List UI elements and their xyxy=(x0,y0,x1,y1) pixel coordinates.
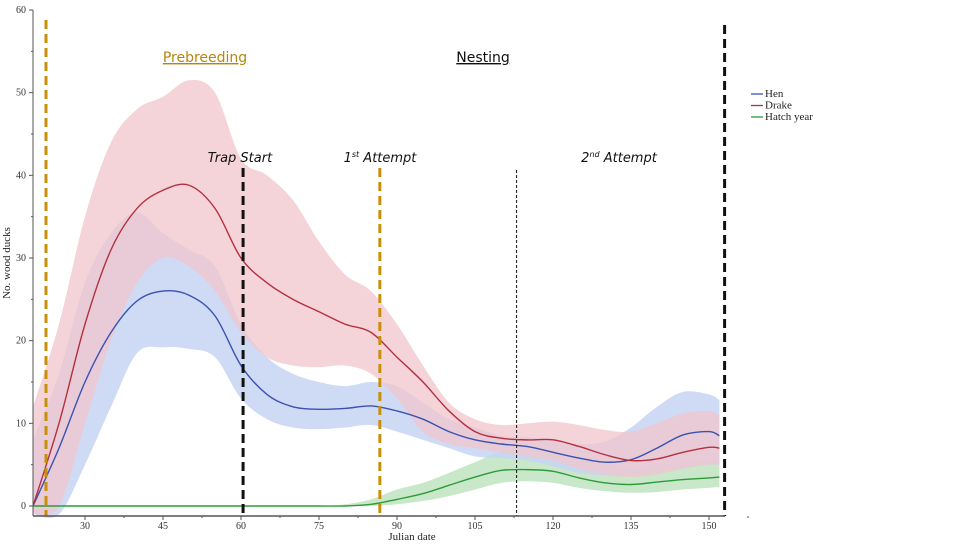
event-lines xyxy=(44,20,727,516)
legend-label: Hen xyxy=(765,88,784,100)
axes: 0 10 20 30 40 50 60 30 45 60 75 90 105 120 135 150 xyxy=(16,5,749,532)
line-hen xyxy=(32,290,720,507)
y-tick-label: 20 xyxy=(16,336,26,347)
y-tick-label: 40 xyxy=(16,170,26,181)
x-tick-label: 135 xyxy=(624,521,639,532)
y-tick-label: 10 xyxy=(16,418,26,429)
phase-label-nesting: Nesting xyxy=(456,50,510,66)
x-tick-label: 90 xyxy=(392,521,402,532)
x-tick-label: 60 xyxy=(236,521,246,532)
x-tick-label: 75 xyxy=(314,521,324,532)
x-tick-label: 120 xyxy=(546,521,561,532)
y-tick-label: 60 xyxy=(16,5,26,16)
annotation-trap-start: Trap Start xyxy=(208,151,273,166)
confidence-bands xyxy=(33,80,720,518)
x-tick-label: 105 xyxy=(468,521,483,532)
legend-label: Hatch year xyxy=(765,111,813,123)
series-lines xyxy=(32,183,720,507)
band-drake xyxy=(33,80,720,516)
x-tick-label: 30 xyxy=(80,521,90,532)
y-tick-label: 50 xyxy=(16,88,26,99)
phase-label-prebreeding: Prebreeding xyxy=(163,50,247,66)
line-hatch-year xyxy=(33,468,720,507)
line-drake xyxy=(32,183,720,507)
y-tick-label: 30 xyxy=(16,253,26,264)
annotation-1st-attempt: 1st Attempt xyxy=(344,150,418,166)
legend-label: Drake xyxy=(765,100,792,112)
x-tick-label: 45 xyxy=(158,521,168,532)
x-tick-label: 150 xyxy=(702,521,717,532)
y-tick-label: 0 xyxy=(21,501,26,512)
y-axis-label: No. wood ducks xyxy=(1,227,13,299)
x-axis-label: Julian date xyxy=(388,531,435,543)
annotation-2nd-attempt: 2nd Attempt xyxy=(581,150,658,166)
